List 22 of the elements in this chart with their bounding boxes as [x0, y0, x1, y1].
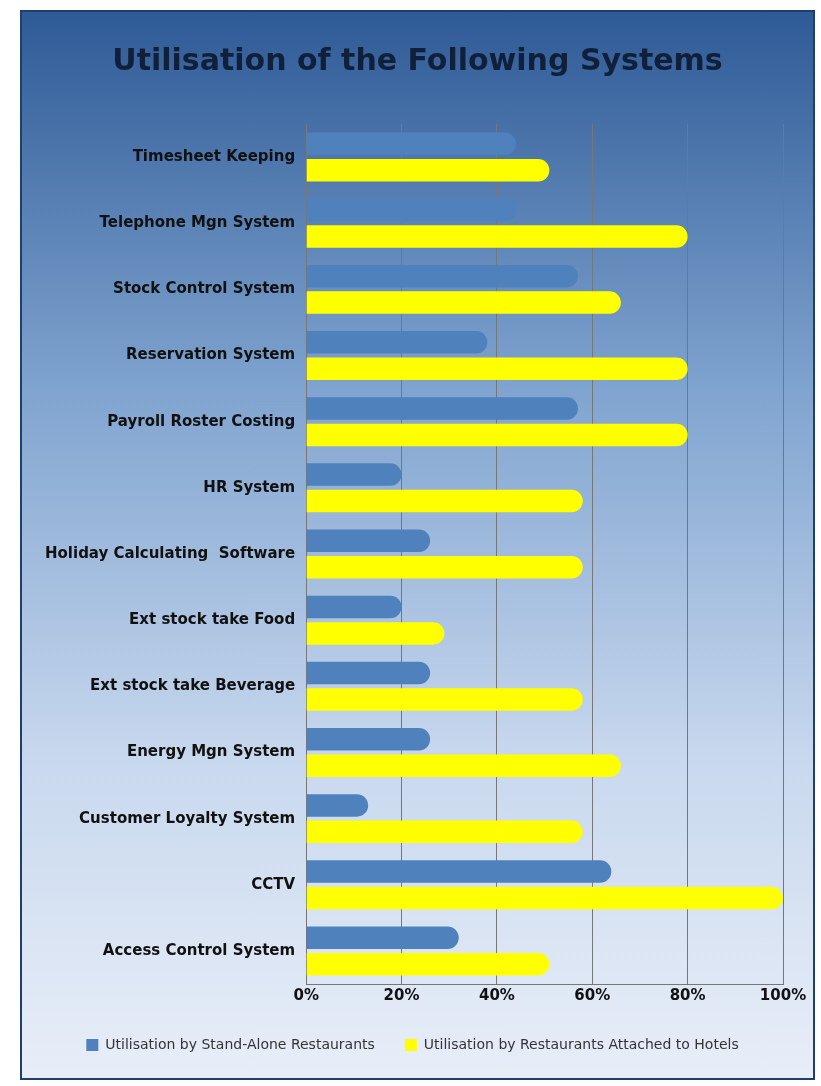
y-tick-label: Energy Mgn System [126, 742, 296, 761]
x-tick-label: 20% [383, 985, 420, 1004]
x-tick-label: 0% [293, 985, 319, 1004]
y-tick-label: Payroll Roster Costing [107, 411, 296, 430]
y-tick-label: Access Control System [102, 940, 296, 959]
y-tick-label: Holiday Calculating Software [44, 543, 296, 562]
x-tick-label: 80% [669, 985, 706, 1004]
x-tick-label: 40% [478, 985, 515, 1004]
chart-title: Utilisation of the Following Systems [111, 42, 724, 77]
y-tick-label: Stock Control System [113, 279, 296, 298]
legend-label: Utilisation by Stand-Alone Restaurants [105, 1035, 375, 1052]
y-tick-label: Customer Loyalty System [79, 808, 296, 827]
y-tick-label: Ext stock take Beverage [90, 676, 296, 695]
y-tick-label: HR System [203, 477, 296, 496]
x-tick-label: 60% [574, 985, 611, 1004]
y-tick-label: Reservation System [126, 345, 296, 364]
y-tick-label: Timesheet Keeping [132, 146, 296, 165]
legend-label: Utilisation by Restaurants Attached to Hotels [423, 1035, 739, 1052]
y-tick-label: Telephone Mgn System [99, 213, 296, 232]
y-tick-label: CCTV [251, 874, 296, 893]
x-tick-label: 100% [759, 985, 807, 1004]
y-tick-label: Ext stock take Food [129, 610, 296, 629]
